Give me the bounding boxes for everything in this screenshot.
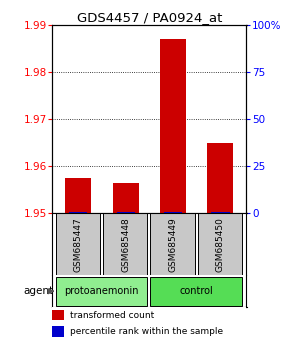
Bar <box>55 277 147 306</box>
Bar <box>160 39 186 213</box>
Text: transformed count: transformed count <box>70 311 154 320</box>
Bar <box>103 213 147 275</box>
Bar <box>69 212 87 213</box>
Bar <box>117 212 135 213</box>
Bar <box>113 183 139 213</box>
Text: percentile rank within the sample: percentile rank within the sample <box>70 327 223 336</box>
Text: GSM685448: GSM685448 <box>121 217 130 272</box>
Bar <box>150 213 195 275</box>
Bar <box>52 326 64 337</box>
Title: GDS4457 / PA0924_at: GDS4457 / PA0924_at <box>77 11 222 24</box>
Text: GSM685447: GSM685447 <box>74 217 83 272</box>
Bar <box>207 143 233 213</box>
Text: protoanemonin: protoanemonin <box>64 286 139 296</box>
Text: GSM685449: GSM685449 <box>168 217 177 272</box>
Text: control: control <box>180 286 213 296</box>
Bar <box>164 212 182 213</box>
Bar <box>198 213 242 275</box>
Bar <box>65 178 91 213</box>
Bar <box>55 213 100 275</box>
Bar <box>150 277 242 306</box>
Text: agent: agent <box>23 286 53 296</box>
Text: GSM685450: GSM685450 <box>216 217 225 272</box>
Bar <box>52 310 64 320</box>
Bar <box>211 212 230 213</box>
